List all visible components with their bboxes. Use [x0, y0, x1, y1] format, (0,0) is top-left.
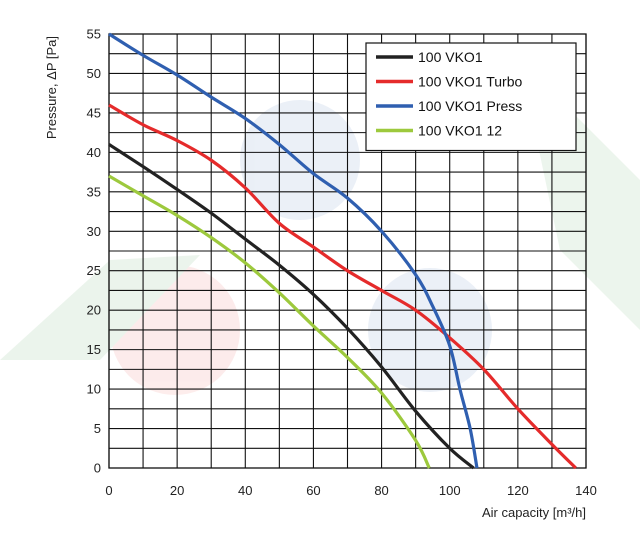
series-line-2 — [108, 103, 577, 470]
legend-box — [365, 42, 577, 152]
x-axis-title: Air capacity [m³/h] — [482, 505, 586, 520]
x-tick-label: 40 — [238, 483, 252, 498]
x-tick-label: 0 — [105, 483, 112, 498]
x-tick-label: 120 — [507, 483, 529, 498]
legend-label-4: 100 VKO1 12 — [418, 123, 502, 139]
x-tick-label: 100 — [439, 483, 461, 498]
x-tick-label: 140 — [575, 483, 597, 498]
x-tick-label: 60 — [306, 483, 320, 498]
plot-area: 0 20 40 60 80 100 120 140 0 5 10 15 20 25 30 35 40 45 50 55… — [44, 27, 597, 521]
y-axis-title: Pressure, ΔP [Pa] — [44, 36, 59, 139]
legend-label-3: 100 VKO1 Press — [418, 98, 522, 114]
y-tick-label: 40 — [87, 145, 101, 160]
series-line-3 — [108, 32, 479, 469]
y-tick-label: 15 — [87, 342, 101, 357]
plot-frame — [108, 33, 587, 469]
y-tick-label: 30 — [87, 224, 101, 239]
y-tick-label: 35 — [87, 184, 101, 199]
y-tick-label: 0 — [94, 461, 101, 476]
legend-label-1: 100 VKO1 — [418, 49, 483, 65]
series-line-1 — [108, 143, 475, 470]
series-line-4 — [108, 174, 431, 469]
x-tick-label: 20 — [170, 483, 184, 498]
y-tick-label: 55 — [87, 27, 101, 42]
y-tick-label: 20 — [87, 303, 101, 318]
y-tick-label: 10 — [87, 382, 101, 397]
x-tick-label: 80 — [374, 483, 388, 498]
y-tick-label: 45 — [87, 105, 101, 120]
y-tick-label: 50 — [87, 66, 101, 81]
legend: 100 VKO1 100 VKO1 Turbo 100 VKO1 Press 100 … — [365, 42, 577, 152]
y-tick-label: 5 — [94, 421, 101, 436]
y-tick-label: 25 — [87, 263, 101, 278]
legend-label-2: 100 VKO1 Turbo — [418, 74, 523, 90]
